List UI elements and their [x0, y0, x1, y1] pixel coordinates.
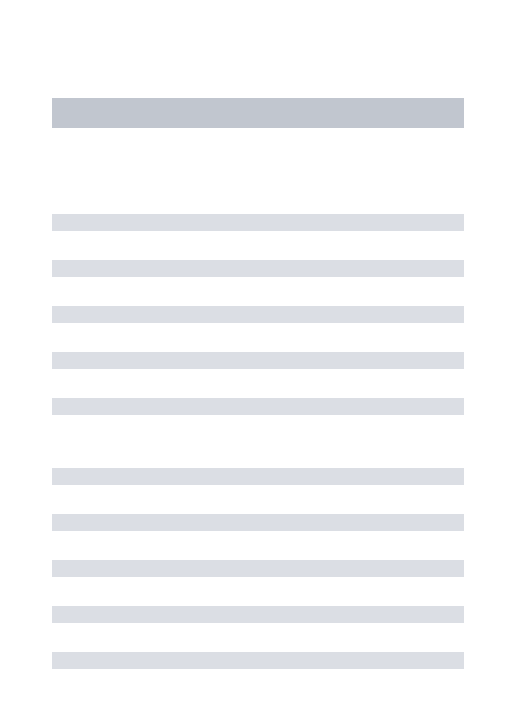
skeleton-line	[52, 398, 464, 415]
skeleton-line	[52, 260, 464, 277]
skeleton-line	[52, 652, 464, 669]
skeleton-title-bar	[52, 98, 464, 128]
skeleton-line	[52, 606, 464, 623]
skeleton-line	[52, 514, 464, 531]
skeleton-line	[52, 560, 464, 577]
skeleton-line	[52, 468, 464, 485]
skeleton-line	[52, 306, 464, 323]
skeleton-line	[52, 214, 464, 231]
skeleton-line	[52, 352, 464, 369]
